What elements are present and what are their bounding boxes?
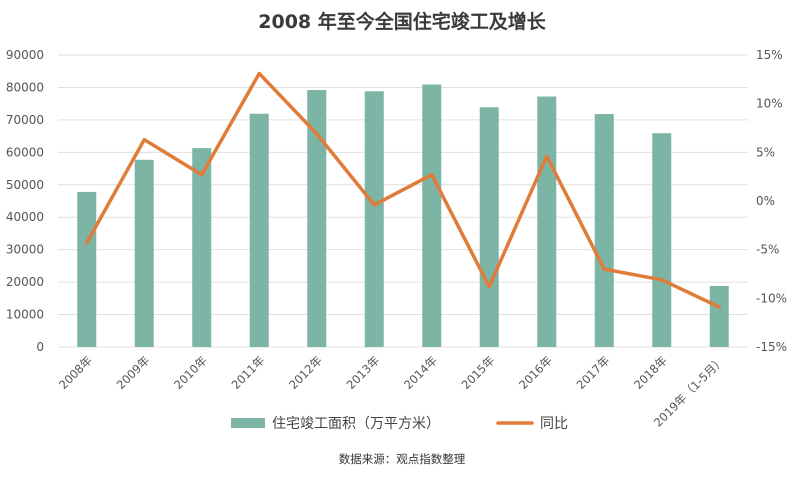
right-tick-label: 5% <box>756 145 775 159</box>
line-point <box>488 285 491 288</box>
bar-series <box>77 84 729 348</box>
line-point <box>200 173 203 176</box>
source-note: 数据来源：观点指数整理 <box>339 452 466 466</box>
line-point <box>373 203 376 207</box>
right-y-axis: -15% -10% -5% 0% 5% 10% 15% <box>756 48 787 354</box>
grid-lines <box>58 54 748 348</box>
bar <box>134 159 154 347</box>
left-tick-label: 70000 <box>6 113 44 127</box>
line-point <box>258 72 261 75</box>
legend-bar-label: 住宅竣工面积（万平方米） <box>272 416 440 432</box>
bar <box>594 114 614 347</box>
line-point <box>603 267 606 271</box>
bar <box>537 96 557 347</box>
left-tick-label: 90000 <box>6 48 44 62</box>
x-tick-label: 2017年 <box>574 353 613 392</box>
chart-title: 2008 年至今全国住宅竣工及增长 <box>258 10 546 33</box>
left-tick-label: 60000 <box>6 145 44 159</box>
line-point <box>718 305 721 309</box>
legend-line-label: 同比 <box>540 416 568 432</box>
left-tick-label: 80000 <box>6 80 44 94</box>
left-y-axis: 0 10000 20000 30000 40000 50000 60000 70000 8000… <box>6 48 44 354</box>
left-tick-label: 10000 <box>6 308 44 322</box>
right-tick-label: -5% <box>756 243 779 257</box>
x-tick-label: 2016年 <box>516 353 555 392</box>
bar <box>479 107 499 347</box>
x-tick-label: 2012年 <box>286 353 325 392</box>
x-tick-label: 2010年 <box>171 353 210 392</box>
line-point <box>315 132 318 136</box>
bar <box>192 148 212 347</box>
bar <box>364 91 384 348</box>
bar <box>249 113 269 347</box>
line-point <box>143 138 146 141</box>
bar <box>652 133 672 347</box>
x-tick-label: 2009年 <box>114 353 153 392</box>
right-tick-label: 15% <box>756 48 783 62</box>
legend: 住宅竣工面积（万平方米） 同比 <box>231 416 568 432</box>
x-tick-label: 2018年 <box>631 353 670 392</box>
left-tick-label: 20000 <box>6 275 44 289</box>
line-point <box>430 173 433 176</box>
x-tick-label: 2015年 <box>459 353 498 392</box>
bar <box>307 90 327 347</box>
line-point <box>85 241 88 245</box>
line-series <box>85 71 721 309</box>
line-point <box>545 155 548 158</box>
legend-bar-swatch <box>231 418 265 428</box>
right-tick-label: 10% <box>756 97 783 111</box>
right-tick-label: 0% <box>756 194 775 208</box>
left-tick-label: 40000 <box>6 210 44 224</box>
left-tick-label: 0 <box>36 340 44 354</box>
bar <box>77 191 97 347</box>
right-tick-label: -15% <box>756 340 787 354</box>
x-tick-label: 2013年 <box>344 353 383 392</box>
x-tick-label: 2011年 <box>229 353 268 392</box>
right-tick-label: -10% <box>756 291 787 305</box>
left-tick-label: 30000 <box>6 243 44 257</box>
bar <box>709 286 729 347</box>
x-tick-label: 2008年 <box>56 353 95 392</box>
line-point <box>660 278 663 282</box>
bar <box>422 84 442 347</box>
left-tick-label: 50000 <box>6 178 44 192</box>
line-path <box>85 71 721 309</box>
x-tick-label: 2014年 <box>401 353 440 392</box>
